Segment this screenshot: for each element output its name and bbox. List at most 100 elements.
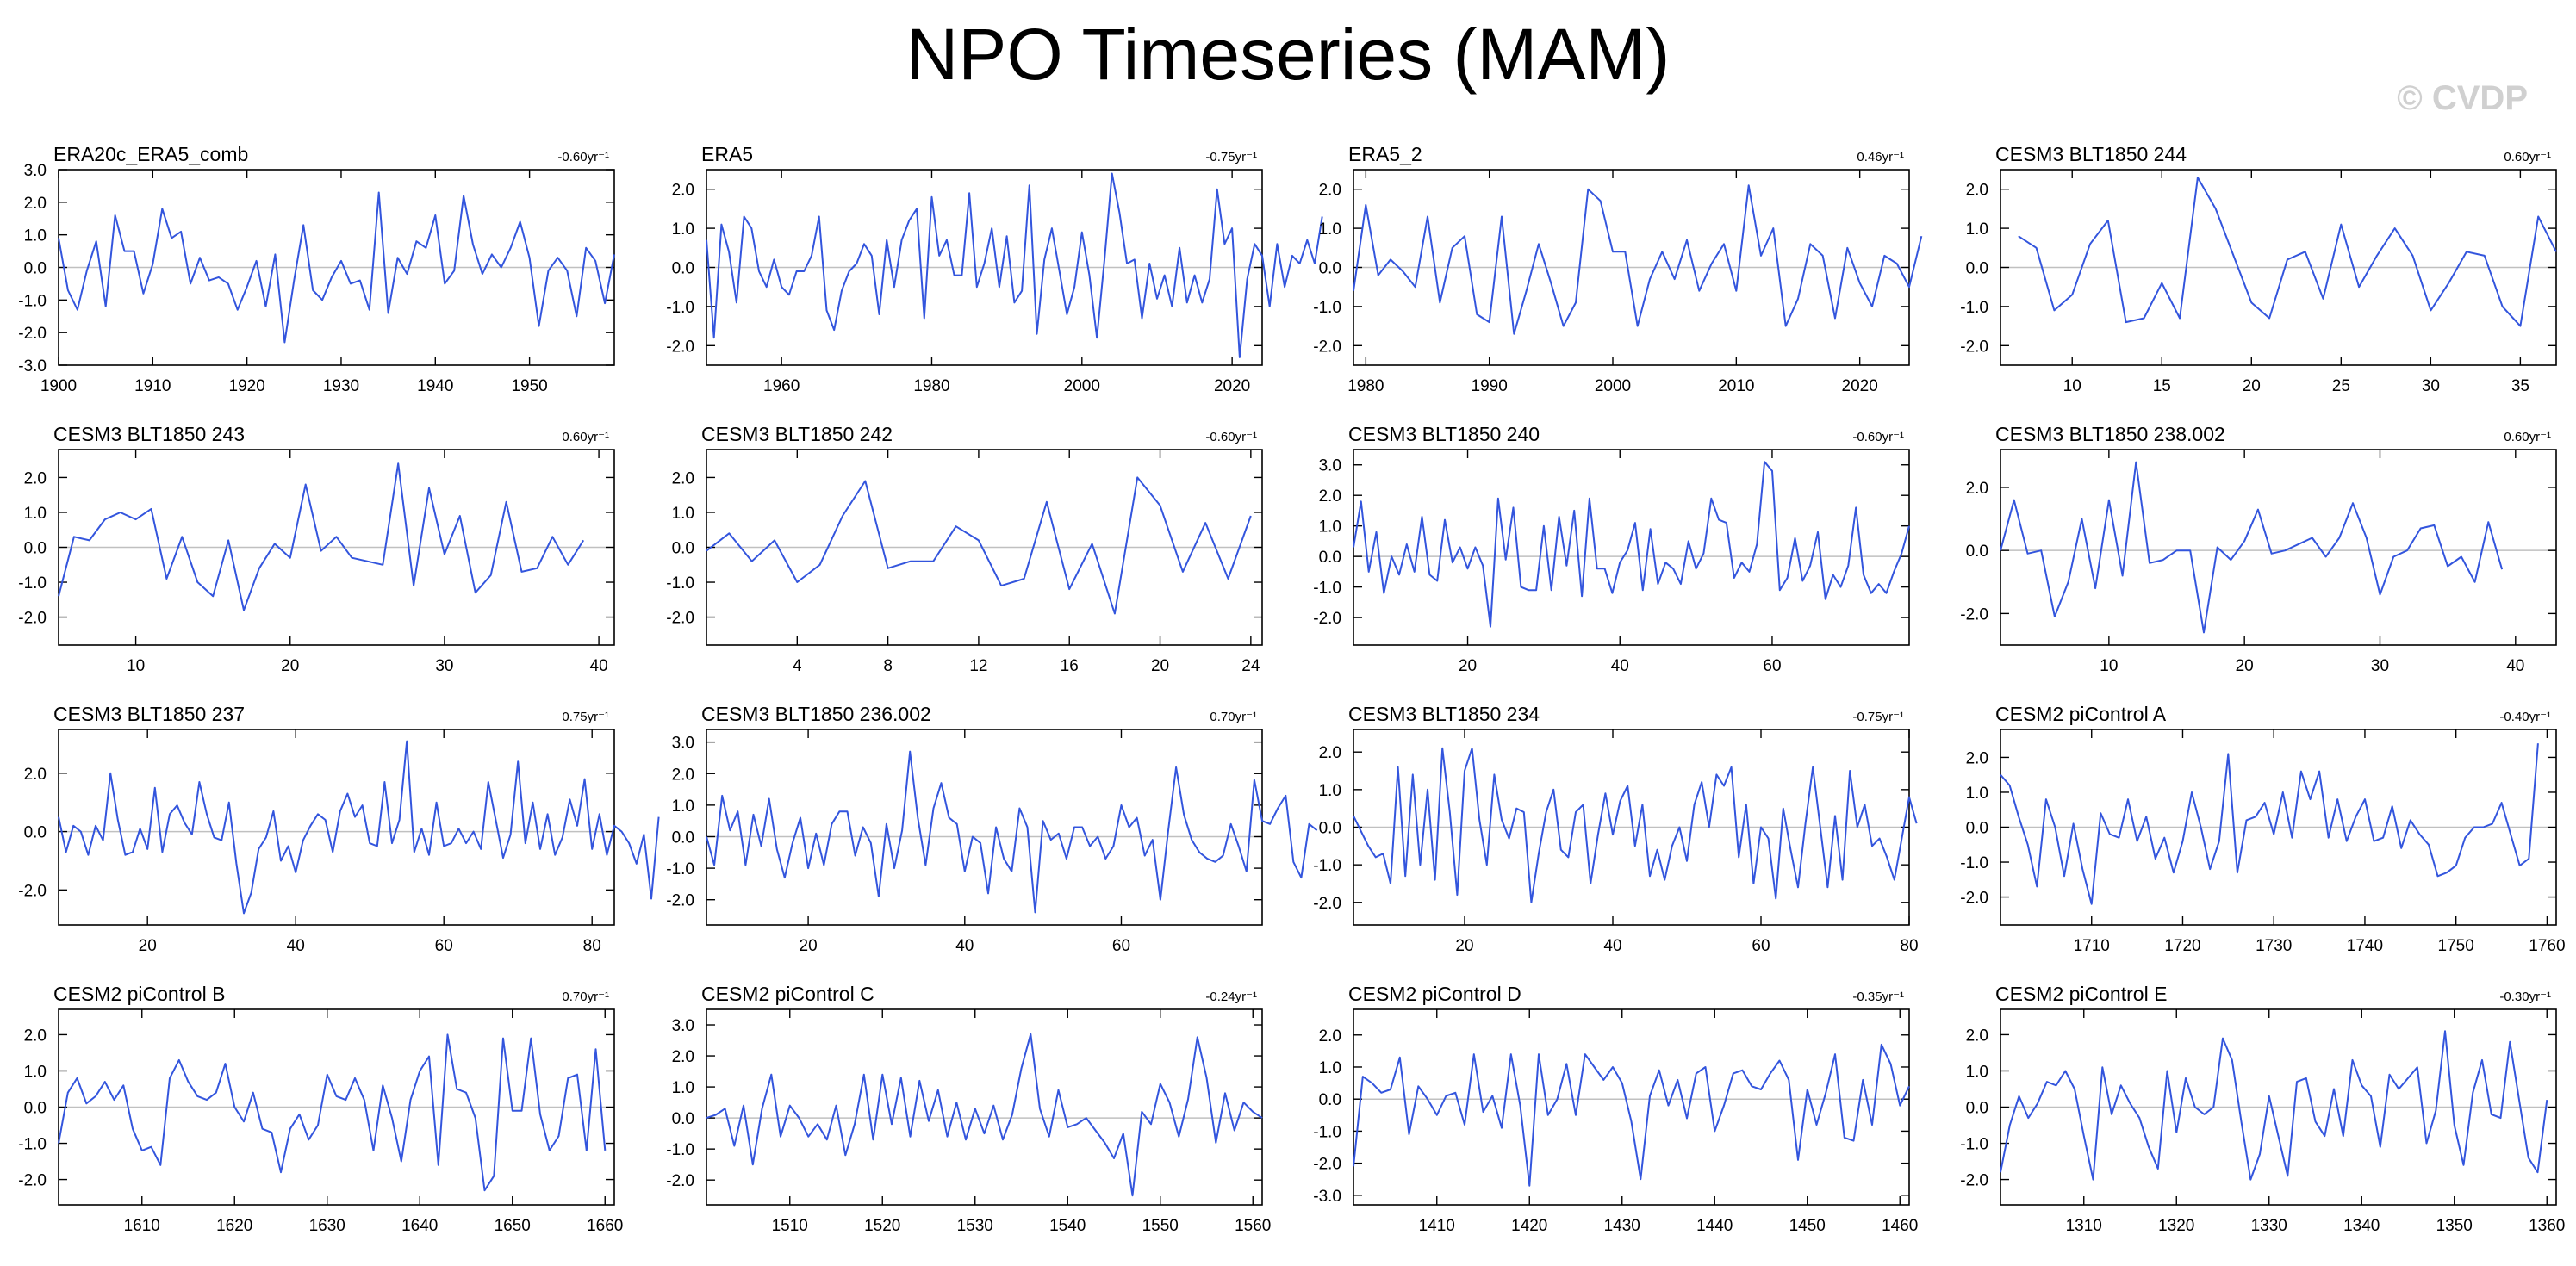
x-tick-label: 1630 (309, 1217, 345, 1235)
x-tick-label: 1610 (124, 1217, 160, 1235)
y-tick-label: 0.0 (672, 540, 694, 558)
y-tick-label: -1.0 (666, 574, 694, 593)
series-line (706, 750, 1318, 914)
chart-panel-1: ERA20c_ERA5_comb -0.60yr⁻¹ 3.0 2.0 1.0 0.0 -1.… (18, 143, 615, 395)
x-tick-label: 1980 (1347, 377, 1384, 395)
x-tick-label: 2020 (1214, 377, 1250, 395)
plot-frame (2000, 449, 2557, 646)
y-tick-label: -2.0 (18, 610, 47, 628)
series-line (1353, 1043, 1910, 1187)
y-tick-label: 2.0 (24, 195, 47, 213)
panel-title: CESM3 BLT1850 238.002 (1995, 423, 2225, 445)
chart-panel-12: CESM2 piControl A -0.40yr⁻¹ 2.0 1.0 0.0 -1.0 -… (1960, 703, 2565, 955)
plot-frame (1353, 449, 1910, 646)
trend-label: 0.70yr⁻¹ (1210, 710, 1257, 724)
y-tick-label: 0.0 (1966, 543, 1988, 561)
x-tick-label: 20 (281, 657, 299, 675)
x-tick-label: 16 (1061, 657, 1079, 675)
x-tick-label: 1740 (2347, 937, 2383, 955)
panel-title: ERA5_2 (1348, 143, 1422, 165)
y-tick-label: 2.0 (1966, 749, 1988, 767)
x-tick-label: 1650 (495, 1217, 531, 1235)
series-line (58, 191, 615, 344)
y-tick-label: -2.0 (666, 610, 694, 628)
series-line (2000, 743, 2539, 905)
x-tick-label: 20 (139, 937, 157, 955)
y-tick-label: 1.0 (1319, 782, 1341, 800)
panel-title: CESM3 BLT1850 237 (53, 703, 245, 725)
chart-panel-16: CESM2 piControl E -0.30yr⁻¹ 2.0 1.0 0.0 -1.0 -… (1960, 983, 2565, 1235)
y-tick-label: -1.0 (1313, 580, 1341, 598)
y-tick-label: 3.0 (1319, 457, 1341, 475)
x-tick-label: 1440 (1696, 1217, 1733, 1235)
series-line (706, 1033, 1263, 1197)
x-tick-label: 1640 (401, 1217, 438, 1235)
panel-title: CESM2 piControl D (1348, 983, 1521, 1005)
series-line (1353, 461, 1910, 628)
trend-label: -0.30yr⁻¹ (2499, 990, 2551, 1004)
x-tick-label: 1460 (1882, 1217, 1918, 1235)
y-tick-label: -2.0 (1960, 338, 1988, 356)
y-tick-label: -2.0 (1960, 605, 1988, 624)
chart-panel-15: CESM2 piControl D -0.35yr⁻¹ 2.0 1.0 0.0 -1.0 -… (1313, 983, 1918, 1235)
y-tick-label: -1.0 (666, 860, 694, 878)
y-tick-label: 0.0 (24, 1100, 47, 1118)
x-tick-label: 12 (969, 657, 987, 675)
y-tick-label: -2.0 (666, 338, 694, 356)
chart-panel-11: CESM3 BLT1850 234 -0.75yr⁻¹ 2.0 1.0 0.0 -1.0 -… (1313, 703, 1918, 955)
y-tick-label: -2.0 (666, 1172, 694, 1190)
x-tick-label: 40 (590, 657, 608, 675)
x-tick-label: 2020 (1842, 377, 1878, 395)
x-tick-label: 1620 (216, 1217, 252, 1235)
y-tick-label: 3.0 (672, 1017, 694, 1035)
x-tick-label: 1350 (2436, 1217, 2473, 1235)
panel-title: CESM3 BLT1850 244 (1995, 143, 2187, 165)
x-tick-label: 2000 (1595, 377, 1631, 395)
y-tick-label: -3.0 (1313, 1188, 1341, 1206)
y-tick-label: -1.0 (1960, 1136, 1988, 1154)
series-line (1353, 747, 1918, 903)
trend-label: -0.35yr⁻¹ (1852, 990, 1904, 1004)
trend-label: -0.24yr⁻¹ (1205, 990, 1257, 1004)
trend-label: -0.60yr⁻¹ (557, 150, 609, 164)
y-tick-label: 0.0 (24, 260, 47, 278)
y-tick-label: 2.0 (672, 182, 694, 200)
y-tick-label: -1.0 (1960, 854, 1988, 872)
y-tick-label: -1.0 (1313, 1123, 1341, 1141)
y-tick-label: 0.0 (672, 828, 694, 847)
x-tick-label: 10 (127, 657, 145, 675)
x-tick-label: 1340 (2343, 1217, 2380, 1235)
x-tick-label: 1710 (2074, 937, 2110, 955)
y-tick-label: 1.0 (1966, 1063, 1988, 1081)
x-tick-label: 1550 (1142, 1217, 1179, 1235)
chart-panel-4: CESM3 BLT1850 244 0.60yr⁻¹ 2.0 1.0 0.0 -1.0 -2… (1960, 143, 2557, 395)
y-tick-label: 0.0 (24, 540, 47, 558)
x-tick-label: 1310 (2066, 1217, 2102, 1235)
x-tick-label: 1960 (763, 377, 800, 395)
x-tick-label: 1540 (1049, 1217, 1086, 1235)
y-tick-label: -1.0 (18, 292, 47, 310)
series-line (706, 476, 1252, 615)
chart-panel-6: CESM3 BLT1850 242 -0.60yr⁻¹ 2.0 1.0 0.0 -1.0 -… (666, 423, 1263, 675)
x-tick-label: 24 (1241, 657, 1260, 675)
x-tick-label: 4 (793, 657, 802, 675)
y-tick-label: 1.0 (672, 1079, 694, 1097)
y-tick-label: 2.0 (1966, 1027, 1988, 1045)
plot-frame (1353, 1008, 1910, 1206)
x-tick-label: 1410 (1419, 1217, 1455, 1235)
panel-title: ERA5 (701, 143, 753, 165)
x-tick-label: 40 (287, 937, 305, 955)
chart-panel-13: CESM2 piControl B 0.70yr⁻¹ 2.0 1.0 0.0 -1.0 -2… (18, 983, 623, 1235)
y-tick-label: 0.0 (1966, 1100, 1988, 1118)
y-tick-label: 1.0 (672, 797, 694, 816)
x-tick-label: 1950 (511, 377, 547, 395)
trend-label: 0.46yr⁻¹ (1857, 150, 1904, 164)
y-tick-label: -2.0 (1960, 890, 1988, 908)
x-tick-label: 35 (2511, 377, 2529, 395)
y-tick-label: 0.0 (1319, 820, 1341, 838)
y-tick-label: 1.0 (24, 227, 47, 245)
y-tick-label: -1.0 (1313, 299, 1341, 317)
y-tick-label: 2.0 (1319, 744, 1341, 762)
y-tick-label: 0.0 (1319, 260, 1341, 278)
